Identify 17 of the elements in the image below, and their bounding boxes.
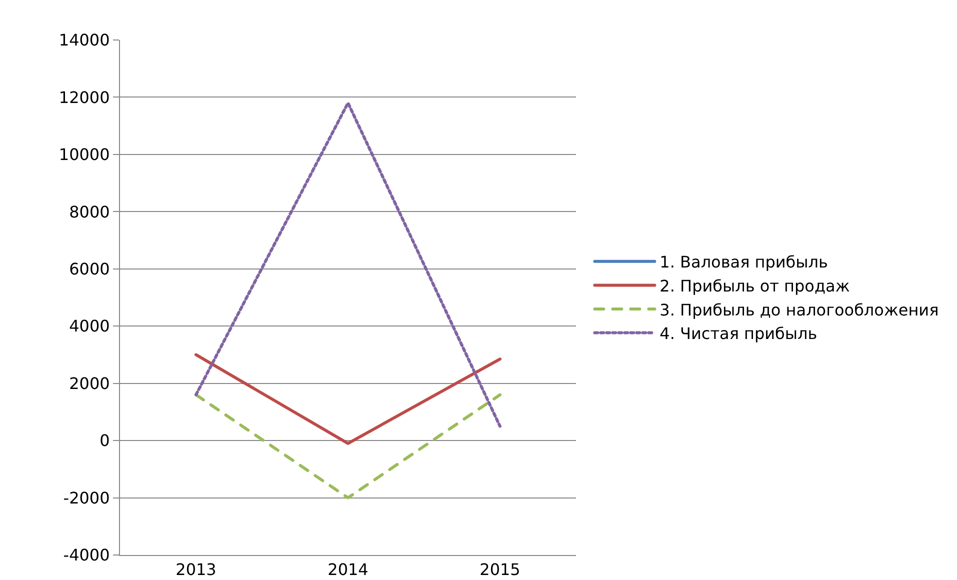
legend-label: 2. Прибыль от продаж bbox=[660, 276, 850, 296]
y-tick-label: 2000 bbox=[69, 374, 110, 393]
legend-label: 4. Чистая прибыль bbox=[660, 324, 818, 344]
y-tick-label: 6000 bbox=[69, 259, 110, 278]
x-tick-label: 2014 bbox=[328, 560, 368, 580]
y-tick-label: 8000 bbox=[69, 202, 110, 222]
y-tick-label: -2000 bbox=[63, 488, 110, 508]
y-tick-label: 10000 bbox=[58, 145, 110, 164]
legend-label: 1. Валовая прибыль bbox=[660, 252, 828, 272]
x-tick-label: 2013 bbox=[176, 560, 216, 580]
legend-label: 3. Прибыль до налогообложения bbox=[660, 300, 939, 320]
x-tick-label: 2015 bbox=[480, 560, 520, 580]
y-tick-label: -4000 bbox=[63, 546, 110, 565]
y-tick-label: 12000 bbox=[58, 88, 110, 107]
y-tick-label: 0 bbox=[100, 431, 110, 450]
y-tick-label: 4000 bbox=[69, 316, 110, 336]
y-tick-label: 14000 bbox=[58, 30, 110, 50]
